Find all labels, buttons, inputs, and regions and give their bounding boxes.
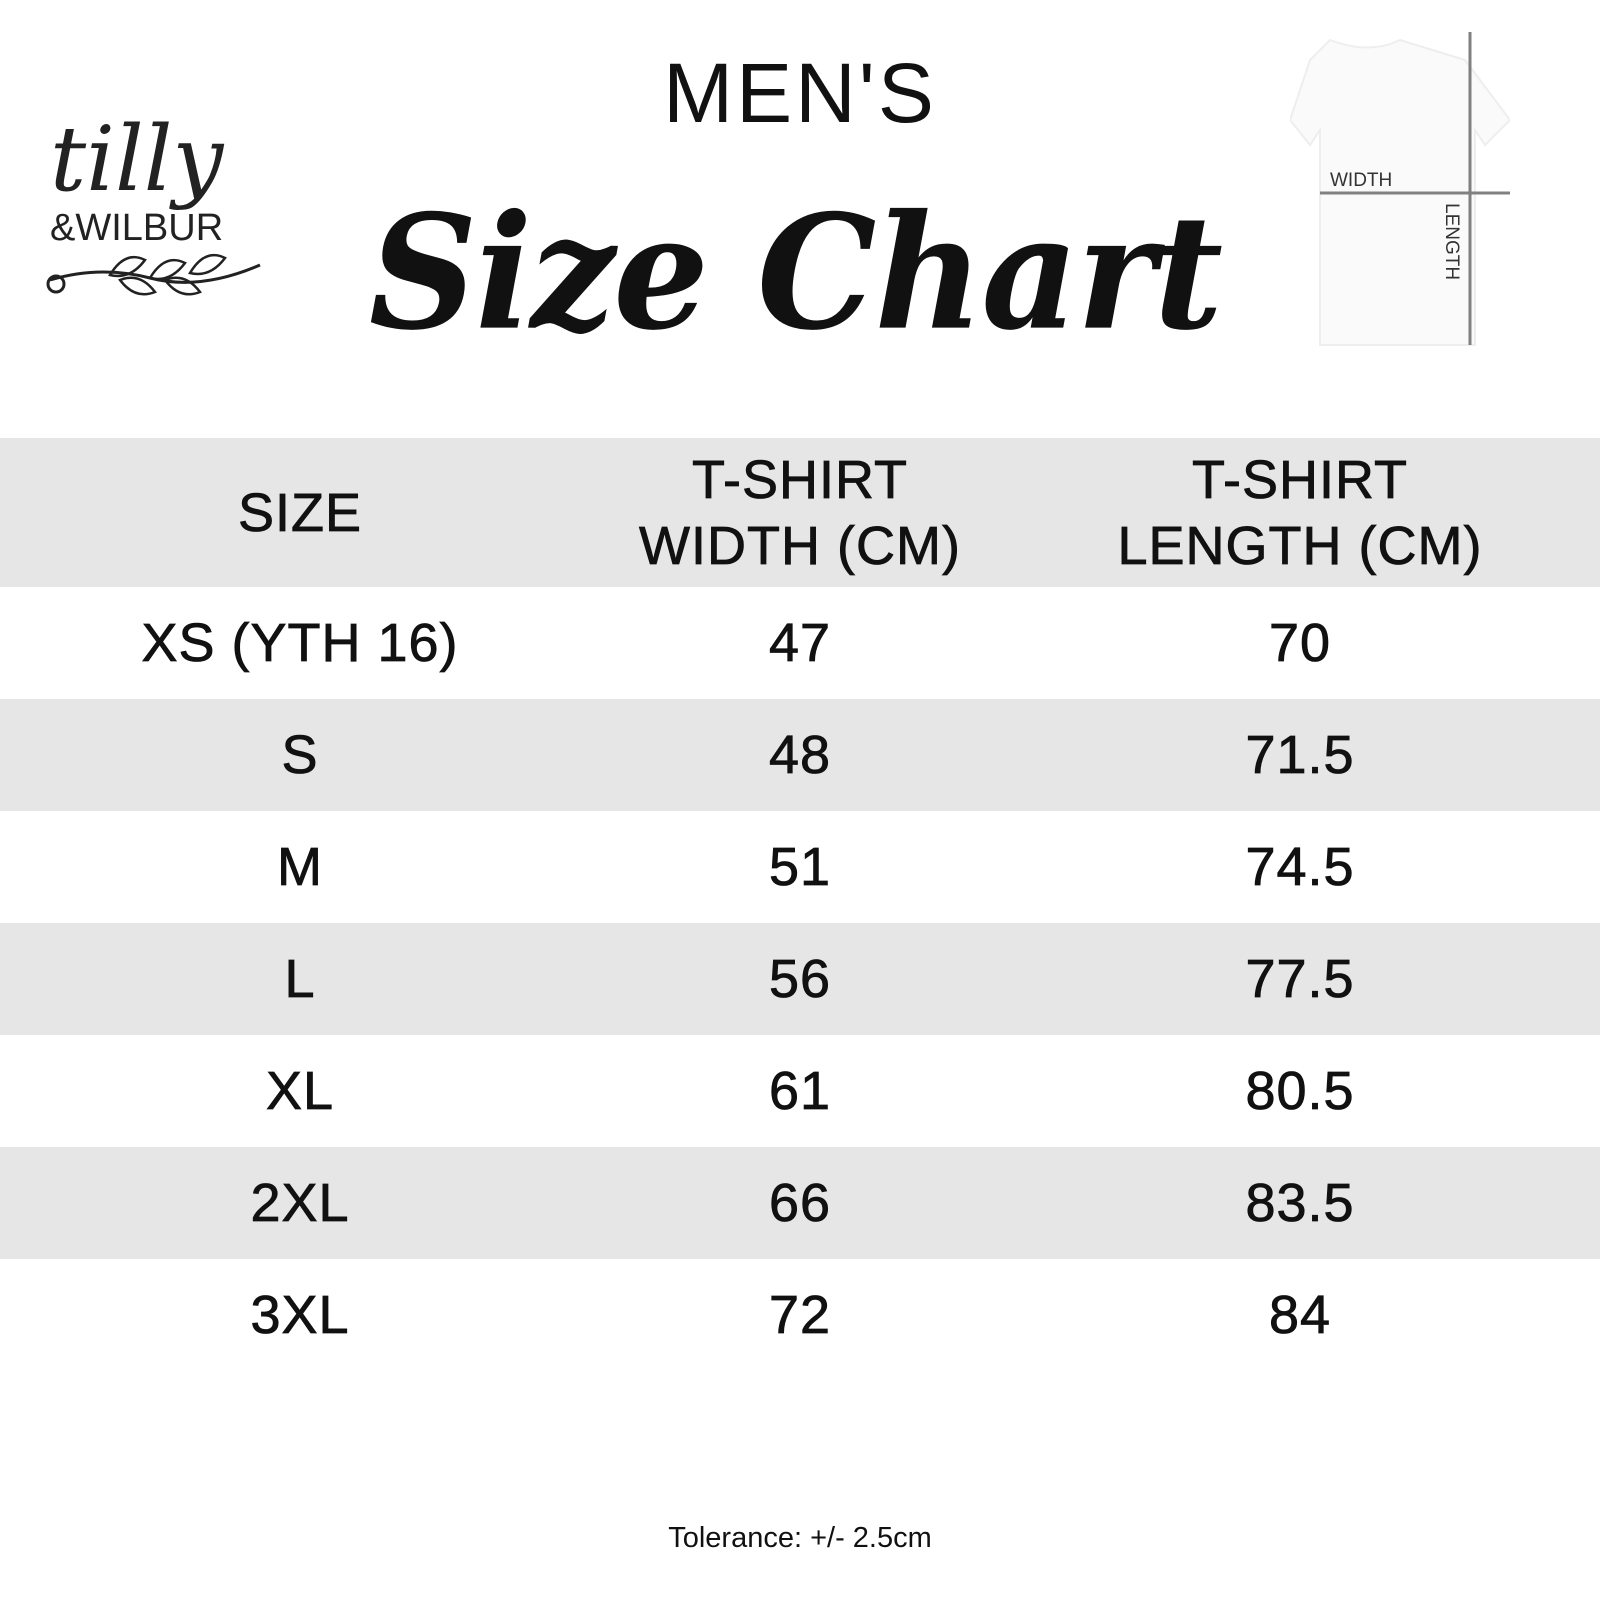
table-row: M 51 74.5 xyxy=(0,811,1600,923)
length-cell: 84 xyxy=(1268,1285,1332,1346)
table-row: 3XL 72 84 xyxy=(0,1259,1600,1371)
size-cell: S xyxy=(0,699,600,811)
width-cell: 51 xyxy=(768,837,832,898)
subtitle: MEN'S xyxy=(663,46,937,140)
table-row: XL 61 80.5 xyxy=(0,1035,1600,1147)
table-row: S 48 71.5 xyxy=(0,699,1600,811)
width-cell: 72 xyxy=(768,1285,832,1346)
length-label: LENGTH xyxy=(1441,203,1462,280)
table-row: L 56 77.5 xyxy=(0,923,1600,1035)
width-cell: 56 xyxy=(600,923,1000,1035)
size-cell: L xyxy=(0,923,600,1035)
length-cell: 77.5 xyxy=(1000,923,1600,1035)
svg-text:tilly: tilly xyxy=(50,107,225,212)
column-header-length: T-SHIRT LENGTH (CM) xyxy=(1000,438,1600,587)
size-cell: M xyxy=(277,837,323,898)
length-cell: 74.5 xyxy=(1245,837,1355,898)
length-cell: 83.5 xyxy=(1000,1147,1600,1259)
table-row: 2XL 66 83.5 xyxy=(0,1147,1600,1259)
page-title: Size Chart xyxy=(368,180,1223,366)
column-header-width: T-SHIRT WIDTH (CM) xyxy=(600,438,1000,587)
size-cell: 2XL xyxy=(0,1147,600,1259)
tilly-and-wilbur-logo: tilly &WILBUR xyxy=(46,107,261,296)
size-table: SIZE T-SHIRT WIDTH (CM) T-SHIRT LENGTH (… xyxy=(0,438,1600,1371)
size-cell: 3XL xyxy=(250,1285,350,1346)
size-cell: XL xyxy=(265,1061,335,1122)
tolerance-note: Tolerance: +/- 2.5cm xyxy=(668,1522,932,1554)
table-header-row: SIZE T-SHIRT WIDTH (CM) T-SHIRT LENGTH (… xyxy=(0,438,1600,587)
width-cell: 61 xyxy=(768,1061,832,1122)
width-cell: 48 xyxy=(600,699,1000,811)
length-cell: 71.5 xyxy=(1000,699,1600,811)
length-cell: 70 xyxy=(1268,613,1332,674)
width-label: WIDTH xyxy=(1330,170,1392,191)
tshirt-diagram: WIDTH LENGTH xyxy=(1290,32,1510,346)
width-cell: 66 xyxy=(600,1147,1000,1259)
svg-text:&WILBUR: &WILBUR xyxy=(50,207,223,249)
column-header-size: SIZE xyxy=(0,438,600,587)
width-cell: 47 xyxy=(768,613,832,674)
table-row: XS (YTH 16) 47 70 xyxy=(0,587,1600,699)
length-cell: 80.5 xyxy=(1245,1061,1355,1122)
size-cell: XS (YTH 16) xyxy=(141,613,459,674)
